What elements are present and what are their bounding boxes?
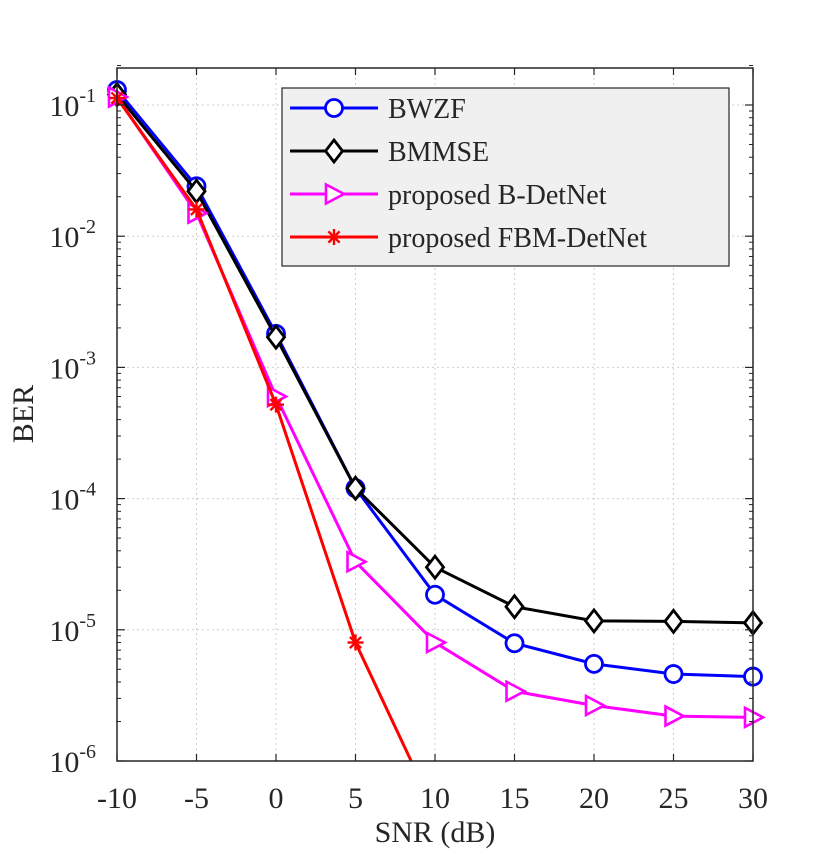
data-point-bmmse <box>504 593 525 620</box>
y-tick-exponent: -1 <box>79 85 96 107</box>
asterisk-stroke <box>190 202 203 216</box>
y-tick-label: 10-6 <box>49 741 96 779</box>
legend-entry: BMMSE <box>290 137 489 168</box>
y-tick-base: 10 <box>49 352 79 385</box>
x-tick-label: 15 <box>500 782 530 815</box>
y-tick-labels: 10-610-510-410-310-210-1 <box>49 85 96 779</box>
legend-label: BWZF <box>388 94 466 125</box>
data-point-bwzf <box>663 664 684 684</box>
asterisk-stroke <box>269 398 283 412</box>
legend-entry: proposed B-DetNet <box>290 180 607 211</box>
x-tick-label: 10 <box>420 782 450 815</box>
y-tick-base: 10 <box>49 484 79 517</box>
legend-entry: BWZF <box>290 94 466 125</box>
legend: BWZF BMMSE proposed B-DetNet proposed FBM-D… <box>281 87 730 267</box>
legend-entry: proposed FBM-DetNet <box>290 223 647 254</box>
y-tick-exponent: -2 <box>79 216 96 238</box>
x-tick-labels: -10 -5 0 5 10 15 20 25 30 <box>97 782 768 815</box>
asterisk-stroke <box>327 230 341 244</box>
data-point-proposed-b-detnet <box>505 679 528 703</box>
y-tick-label: 10-1 <box>49 85 96 123</box>
asterisk-stroke <box>349 636 362 649</box>
y-tick-exponent: -5 <box>79 610 96 632</box>
legend-marker <box>323 137 345 165</box>
data-point-bwzf <box>504 633 525 654</box>
y-tick-base: 10 <box>49 615 79 648</box>
x-tick-label: 20 <box>579 782 609 815</box>
y-tick-label: 10-4 <box>49 479 96 517</box>
data-point-proposed-fbm-detnet <box>347 634 364 651</box>
x-tick-label: -10 <box>97 782 137 815</box>
legend-label: proposed FBM-DetNet <box>388 223 647 254</box>
y-tick-base: 10 <box>49 746 79 779</box>
data-point-bmmse <box>424 553 446 581</box>
data-point-proposed-fbm-detnet <box>268 396 284 413</box>
series-layer <box>106 80 766 761</box>
y-tick-base: 10 <box>49 90 79 123</box>
data-point-bmmse <box>663 608 684 635</box>
data-point-bwzf <box>425 584 445 605</box>
y-tick-exponent: -3 <box>79 347 96 369</box>
data-point-proposed-b-detnet <box>743 705 766 730</box>
legend-marker <box>324 182 347 206</box>
y-tick-exponent: -4 <box>79 479 96 501</box>
series-bmmse <box>106 81 764 637</box>
legend-marker <box>324 98 344 118</box>
data-point-bmmse <box>345 474 366 502</box>
data-point-bmmse <box>265 323 287 351</box>
x-tick-label: 25 <box>659 782 689 815</box>
y-axis-label: BER <box>7 385 40 443</box>
data-point-proposed-b-detnet <box>346 550 369 574</box>
y-tick-label: 10-3 <box>49 347 96 385</box>
data-point-proposed-fbm-detnet <box>188 201 205 218</box>
x-tick-label: 0 <box>269 782 284 815</box>
y-tick-base: 10 <box>49 221 79 254</box>
y-tick-label: 10-2 <box>49 216 96 254</box>
data-point-bwzf <box>584 653 604 674</box>
data-point-bmmse <box>583 607 605 635</box>
data-point-proposed-b-detnet <box>425 630 448 655</box>
x-tick-label: -5 <box>184 782 209 815</box>
legend-marker <box>326 229 342 245</box>
y-tick-label: 10-5 <box>49 610 96 648</box>
y-tick-exponent: -6 <box>79 741 96 763</box>
x-axis-label: SNR (dB) <box>375 816 496 849</box>
x-tick-label: 5 <box>348 782 363 815</box>
data-point-proposed-b-detnet <box>584 693 607 718</box>
x-tick-label: 30 <box>738 782 768 815</box>
data-point-proposed-b-detnet <box>664 704 687 728</box>
legend-label: BMMSE <box>388 137 489 168</box>
legend-label: proposed B-DetNet <box>388 180 607 211</box>
tick-marks <box>116 65 754 762</box>
